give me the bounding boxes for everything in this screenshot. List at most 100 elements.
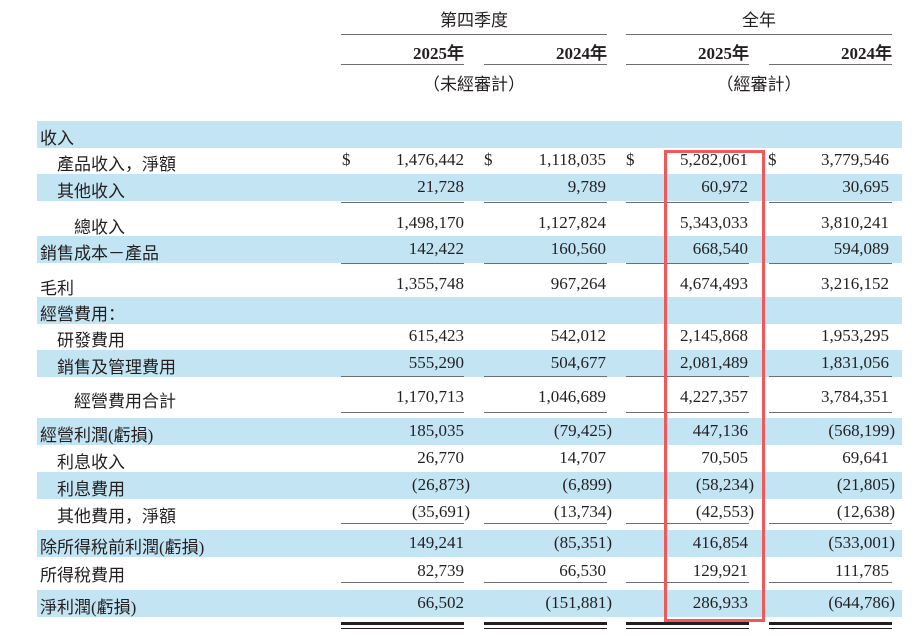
year-q4-2025: 2025年	[413, 44, 464, 63]
full-year-header: 全年	[742, 11, 776, 30]
subtotal-rule	[769, 412, 892, 413]
cell-value: 1,127,824	[538, 213, 606, 232]
cell-value: (12,638)	[836, 502, 895, 521]
table-row: 所得稅費用 82,739 66,530 129,921 111,785	[37, 558, 902, 585]
subtotal-rule	[626, 263, 749, 264]
cell-value: 504,677	[550, 353, 606, 372]
subtotal-rule	[484, 582, 607, 583]
row-label: 研發費用	[57, 331, 125, 350]
cell-value: (58,234)	[695, 475, 754, 494]
dollar-sign: $	[342, 150, 351, 169]
total-double-rule	[484, 622, 607, 629]
cell-value: (26,873)	[411, 475, 470, 494]
table-row: 經營費用合計 1,170,713 1,046,689 4,227,357 3,784,3…	[37, 384, 902, 411]
cell-value: 69,641	[842, 448, 889, 467]
cell-value: 4,227,357	[680, 387, 748, 406]
row-label: 經營費用：	[40, 305, 125, 324]
cell-value: 2,081,489	[680, 353, 748, 372]
cell-value: 1,170,713	[396, 387, 464, 406]
subtotal-rule	[484, 412, 607, 413]
cell-value: 149,241	[408, 533, 464, 552]
year-fy-2024: 2024年	[841, 44, 892, 63]
highlight-box	[664, 150, 765, 622]
subtotal-rule	[484, 202, 607, 203]
cell-value: (13,734)	[553, 502, 612, 521]
cell-value: (79,425)	[553, 421, 612, 440]
cell-value: (85,351)	[553, 533, 612, 552]
cell-value: 70,505	[701, 448, 748, 467]
row-label: 其他費用，淨額	[57, 507, 176, 526]
cell-value: 21,728	[417, 177, 464, 196]
cell-value: 5,343,033	[680, 213, 748, 232]
dollar-sign: $	[626, 150, 635, 169]
cell-value: 1,831,056	[821, 353, 889, 372]
table-row: 利息費用 (26,873) (6,899) (58,234) (21,805)	[37, 472, 902, 499]
cell-value: 30,695	[842, 177, 889, 196]
table-row: 收入	[37, 121, 902, 148]
cell-value: 286,933	[692, 593, 748, 612]
row-label: 利息收入	[57, 453, 125, 472]
subtotal-rule	[626, 202, 749, 203]
cell-value: (568,199)	[828, 421, 895, 440]
cell-value: 1,476,442	[396, 150, 464, 169]
dollar-sign: $	[484, 150, 493, 169]
row-label: 收入	[40, 129, 74, 148]
cell-value: 416,854	[692, 533, 748, 552]
table-row: 其他收入 21,728 9,789 60,972 30,695	[37, 174, 902, 201]
cell-value: 3,779,546	[821, 150, 889, 169]
subtotal-rule	[484, 376, 607, 377]
table-row: 毛利 1,355,748 967,264 4,674,493 3,216,152	[37, 271, 902, 298]
row-label: 所得稅費用	[40, 566, 125, 585]
subtotal-rule	[341, 582, 464, 583]
row-label: 除所得稅前利潤(虧損)	[40, 538, 205, 557]
subtotal-rule	[769, 376, 892, 377]
total-double-rule	[341, 622, 464, 629]
subtotal-rule	[341, 412, 464, 413]
cell-value: 3,216,152	[821, 274, 889, 293]
cell-value: 185,035	[408, 421, 464, 440]
row-label: 其他收入	[57, 182, 125, 201]
cell-value: 66,530	[559, 561, 606, 580]
cell-value: 967,264	[550, 274, 606, 293]
cell-value: 1,118,035	[538, 150, 606, 169]
cell-value: 555,290	[408, 353, 464, 372]
cell-value: 2,145,868	[680, 326, 748, 345]
fy-header-rule	[626, 34, 892, 35]
cell-value: 594,089	[833, 239, 889, 258]
cell-value: 3,810,241	[821, 213, 889, 232]
cell-value: 5,282,061	[680, 150, 748, 169]
year-rule	[769, 64, 892, 65]
table-row: 除所得稅前利潤(虧損) 149,241 (85,351) 416,854 (533,00…	[37, 530, 902, 557]
year-fy-2025: 2025年	[698, 44, 749, 63]
row-label: 利息費用	[57, 480, 125, 499]
total-double-rule	[769, 622, 892, 629]
table-row: 銷售及管理費用 555,290 504,677 2,081,489 1,831,056	[37, 350, 902, 377]
subtotal-rule	[769, 582, 892, 583]
cell-value: 1,046,689	[538, 387, 606, 406]
table-row: 淨利潤(虧損) 66,502 (151,881) 286,933 (644,786)	[37, 590, 902, 617]
cell-value: 1,498,170	[396, 213, 464, 232]
year-q4-2024: 2024年	[556, 44, 607, 63]
table-row: 研發費用 615,423 542,012 2,145,868 1,953,295	[37, 323, 902, 350]
cell-value: 142,422	[408, 239, 464, 258]
cell-value: (151,881)	[545, 593, 612, 612]
total-double-rule	[626, 622, 749, 629]
table-row: 總收入 1,498,170 1,127,824 5,343,033 3,810,241	[37, 210, 902, 237]
cell-value: 3,784,351	[821, 387, 889, 406]
cell-value: 668,540	[692, 239, 748, 258]
cell-value: 615,423	[408, 326, 464, 345]
row-label: 總收入	[74, 218, 125, 237]
cell-value: 82,739	[417, 561, 464, 580]
year-rule	[626, 64, 749, 65]
cell-value: 26,770	[417, 448, 464, 467]
cell-value: 160,560	[550, 239, 606, 258]
cell-value: 9,789	[567, 177, 606, 196]
subtotal-rule	[626, 412, 749, 413]
cell-value: 542,012	[550, 326, 606, 345]
row-label: 毛利	[40, 279, 74, 298]
subtotal-rule	[484, 523, 607, 524]
subtotal-rule	[769, 523, 892, 524]
cell-value: 1,953,295	[821, 326, 889, 345]
cell-value: 4,674,493	[680, 274, 748, 293]
table-row: 經營費用：	[37, 297, 902, 324]
